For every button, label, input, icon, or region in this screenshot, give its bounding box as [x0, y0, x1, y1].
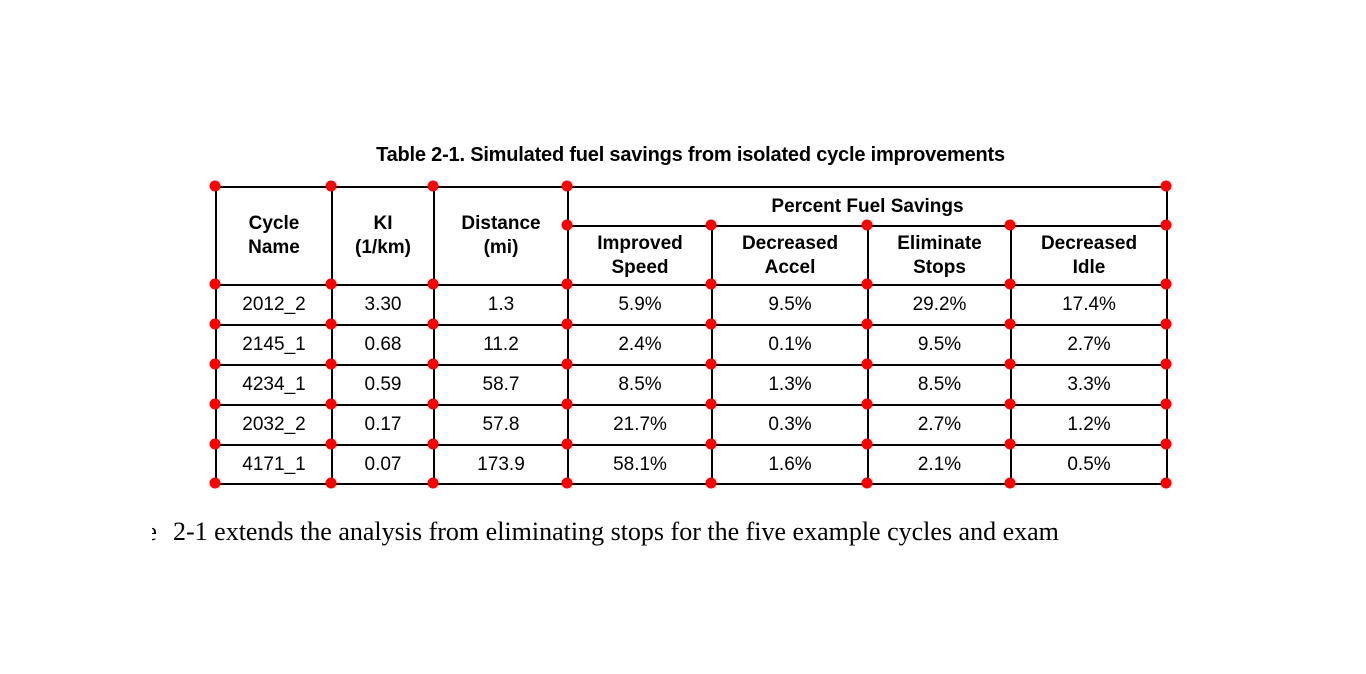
column-header-eliminate-stops: Eliminate Stops	[867, 225, 1012, 286]
column-header-distance: Distance (mi)	[433, 186, 569, 286]
cell-improved-speed: 58.1%	[567, 444, 713, 485]
cell-eliminate-stops: 9.5%	[867, 324, 1012, 366]
body-paragraph-text: 2-1 extends the analysis from eliminatin…	[173, 517, 1059, 546]
cell-improved-speed: 2.4%	[567, 324, 713, 366]
cell-ki: 0.59	[331, 364, 435, 406]
table-row: 2032_2 0.17 57.8 21.7% 0.3% 2.7% 1.2%	[215, 404, 1168, 446]
cell-cycle-name: 2032_2	[215, 404, 333, 446]
cell-distance: 57.8	[433, 404, 569, 446]
cell-decreased-idle: 0.5%	[1010, 444, 1168, 485]
column-header-decreased-idle: Decreased Idle	[1010, 225, 1168, 286]
table-row: 2145_1 0.68 11.2 2.4% 0.1% 9.5% 2.7%	[215, 324, 1168, 366]
cell-decreased-accel: 1.3%	[711, 364, 869, 406]
cell-eliminate-stops: 2.7%	[867, 404, 1012, 446]
table-row: 4171_1 0.07 173.9 58.1% 1.6% 2.1% 0.5%	[215, 444, 1168, 485]
cell-eliminate-stops: 29.2%	[867, 284, 1012, 326]
cell-improved-speed: 8.5%	[567, 364, 713, 406]
cell-distance: 58.7	[433, 364, 569, 406]
cell-cycle-name: 2012_2	[215, 284, 333, 326]
cell-eliminate-stops: 8.5%	[867, 364, 1012, 406]
cell-decreased-accel: 0.3%	[711, 404, 869, 446]
cell-decreased-idle: 2.7%	[1010, 324, 1168, 366]
cell-improved-speed: 5.9%	[567, 284, 713, 326]
table-row: 4234_1 0.59 58.7 8.5% 1.3% 8.5% 3.3%	[215, 364, 1168, 406]
cell-decreased-idle: 3.3%	[1010, 364, 1168, 406]
cell-distance: 11.2	[433, 324, 569, 366]
cell-decreased-accel: 1.6%	[711, 444, 869, 485]
cell-ki: 0.17	[331, 404, 435, 446]
table-caption: Table 2-1. Simulated fuel savings from i…	[376, 144, 1005, 166]
cell-decreased-accel: 9.5%	[711, 284, 869, 326]
cell-decreased-idle: 17.4%	[1010, 284, 1168, 326]
cell-decreased-accel: 0.1%	[711, 324, 869, 366]
column-header-cycle-name: Cycle Name	[215, 186, 333, 286]
body-paragraph: e 2-1 extends the analysis from eliminati…	[152, 514, 1059, 550]
cell-ki: 3.30	[331, 284, 435, 326]
fuel-savings-table: Cycle Name KI (1/km) Distance (mi) Perce…	[215, 186, 1168, 485]
fuel-savings-table-region: Cycle Name KI (1/km) Distance (mi) Perce…	[209, 180, 1172, 489]
column-header-decreased-accel: Decreased Accel	[711, 225, 869, 286]
cell-ki: 0.68	[331, 324, 435, 366]
cell-decreased-idle: 1.2%	[1010, 404, 1168, 446]
cell-eliminate-stops: 2.1%	[867, 444, 1012, 485]
cell-ki: 0.07	[331, 444, 435, 485]
cell-improved-speed: 21.7%	[567, 404, 713, 446]
cell-cycle-name: 4234_1	[215, 364, 333, 406]
column-header-improved-speed: Improved Speed	[567, 225, 713, 286]
clipped-word-fragment: e	[152, 514, 157, 550]
group-header-percent-fuel-savings: Percent Fuel Savings	[567, 186, 1168, 227]
column-header-ki: KI (1/km)	[331, 186, 435, 286]
cell-cycle-name: 2145_1	[215, 324, 333, 366]
table-row: 2012_2 3.30 1.3 5.9% 9.5% 29.2% 17.4%	[215, 284, 1168, 326]
cell-distance: 1.3	[433, 284, 569, 326]
cell-distance: 173.9	[433, 444, 569, 485]
cell-cycle-name: 4171_1	[215, 444, 333, 485]
